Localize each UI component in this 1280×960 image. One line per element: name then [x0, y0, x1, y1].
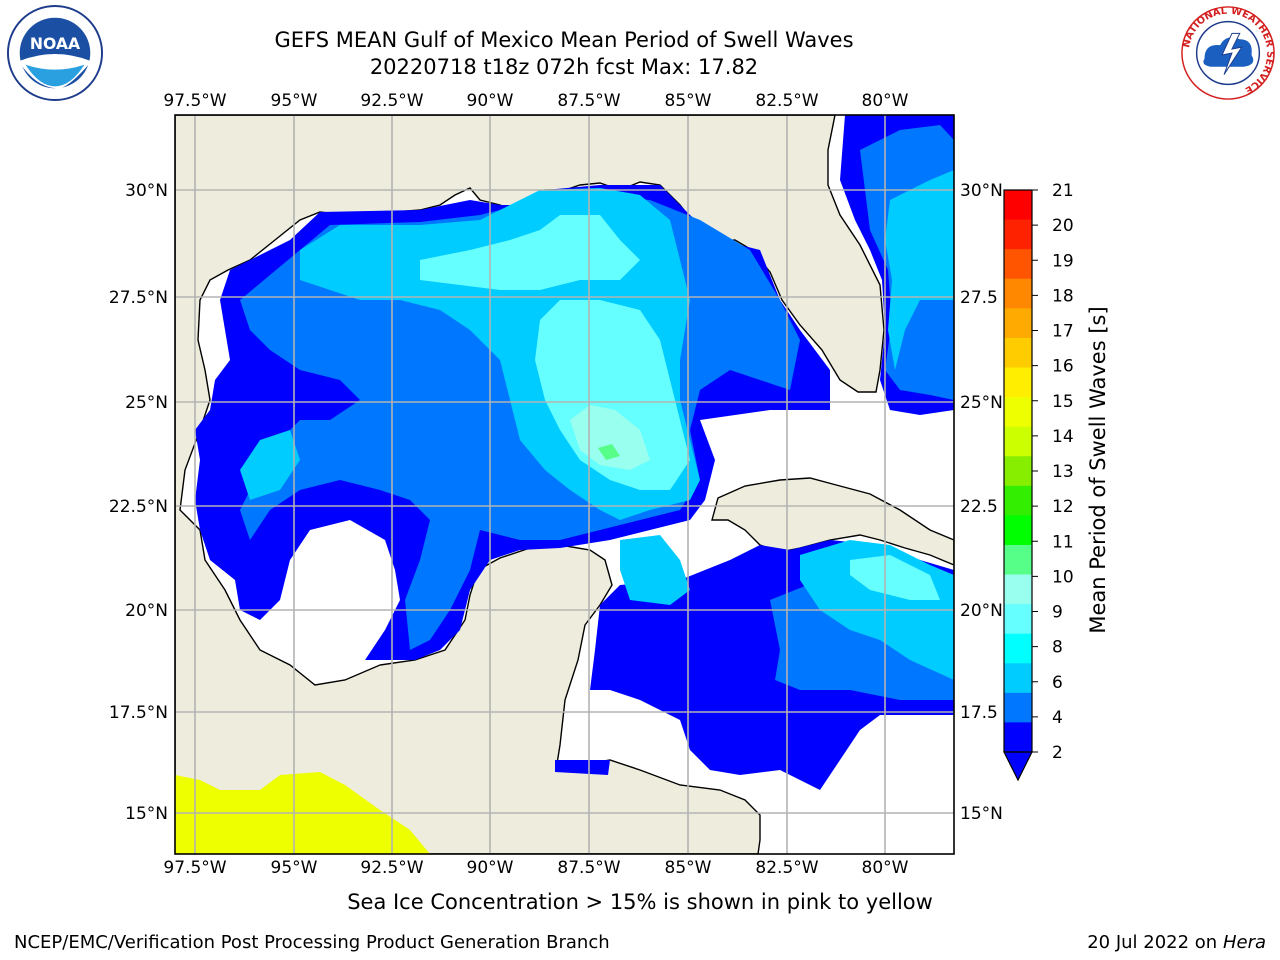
longitude-label: 87.5°W — [557, 91, 620, 111]
colorbar-tick-label: 19 — [1052, 251, 1074, 271]
colorbar-tick-label: 9 — [1052, 603, 1063, 623]
colorbar-tick-label: 12 — [1052, 497, 1074, 517]
longitude-labels-bottom: 97.5°W 95°W 92.5°W 90°W 87.5°W 85°W 82.5°W 80°W — [163, 858, 908, 878]
colorbar-tick-label: 8 — [1052, 638, 1063, 658]
colorbar-tick-label: 10 — [1052, 567, 1074, 587]
colorbar-tick-label: 2 — [1052, 743, 1063, 763]
colorbar-segment — [1004, 485, 1032, 516]
noaa-logo: NOAA — [6, 4, 104, 102]
longitude-label: 80°W — [862, 91, 909, 111]
latitude-labels-left: 30°N 27.5°N 25°N 22.5°N 20°N 17.5°N 15°N — [109, 181, 168, 824]
colorbar-tick-label: 20 — [1052, 216, 1074, 236]
longitude-label: 80°W — [862, 858, 909, 878]
colorbar-tick-label: 13 — [1052, 462, 1074, 482]
colorbar-tick-label: 6 — [1052, 673, 1063, 693]
contour-9-10s — [570, 405, 650, 470]
latitude-label: 15°N — [960, 804, 1003, 824]
colorbar-segment — [1004, 219, 1032, 250]
contour-6-8s-atlantic — [885, 170, 954, 370]
contour-8-9s-core — [535, 300, 690, 490]
land-north-america — [175, 115, 885, 854]
longitude-label: 90°W — [467, 858, 514, 878]
latitude-label: 22.5°N — [109, 497, 168, 517]
longitude-label: 95°W — [271, 91, 318, 111]
colorbar-tick-label: 14 — [1052, 427, 1074, 447]
latitude-label: 17.5°N — [109, 703, 168, 723]
latitude-label: 22.5 — [960, 497, 998, 517]
colorbar-segment — [1004, 515, 1032, 546]
colorbar: 2 4 6 8 9 10 11 12 13 14 15 16 17 18 19 20 21 — [1003, 181, 1074, 782]
colorbar-tick-label: 18 — [1052, 286, 1074, 306]
contour-2-4s-small — [555, 760, 610, 775]
colorbar-tick-label: 4 — [1052, 708, 1063, 728]
contour-10-11s — [598, 444, 620, 460]
colorbar-tick-label: 21 — [1052, 181, 1074, 201]
colorbar-label: Mean Period of Swell Waves [s] — [1086, 306, 1110, 634]
latitude-label: 17.5 — [960, 703, 998, 723]
colorbar-segment — [1004, 337, 1032, 368]
colorbar-segment — [1004, 544, 1032, 576]
longitude-label: 90°W — [467, 91, 514, 111]
latitude-label: 27.5 — [960, 288, 998, 308]
footer-credit: NCEP/EMC/Verification Post Processing Pr… — [14, 932, 610, 953]
longitude-label: 82.5°W — [755, 858, 818, 878]
colorbar-segment — [1004, 249, 1032, 280]
latitude-label: 30°N — [125, 181, 168, 201]
colorbar-segment — [1004, 456, 1032, 487]
longitude-labels-top: 97.5°W 95°W 92.5°W 90°W 87.5°W 85°W 82.5°W 80°W — [163, 91, 908, 111]
latitude-label: 25°N — [125, 393, 168, 413]
footer-date-text: 20 Jul 2022 on — [1087, 932, 1223, 953]
latitude-label: 20°N — [125, 601, 168, 621]
land-cuba — [711, 477, 954, 566]
longitude-label: 85°W — [665, 91, 712, 111]
longitude-label: 92.5°W — [360, 858, 423, 878]
colorbar-segment — [1004, 722, 1032, 753]
longitude-label: 87.5°W — [557, 858, 620, 878]
colorbar-tick-label: 11 — [1052, 532, 1074, 552]
colorbar-segment — [1004, 633, 1032, 664]
colorbar-segment — [1004, 604, 1032, 635]
nws-logo: NATIONAL WEATHER SERVICE — [1181, 6, 1275, 100]
longitude-label: 97.5°W — [163, 91, 226, 111]
longitude-label: 92.5°W — [360, 91, 423, 111]
contour-8-9s-north — [420, 215, 640, 290]
colorbar-segment — [1004, 367, 1032, 398]
noaa-logo-text: NOAA — [30, 34, 81, 53]
colorbar-segment — [1004, 426, 1032, 457]
latitude-label: 15°N — [125, 804, 168, 824]
latitude-label: 25°N — [960, 393, 1003, 413]
colorbar-segment — [1004, 574, 1032, 605]
colorbar-segment — [1004, 692, 1032, 723]
longitude-label: 82.5°W — [755, 91, 818, 111]
colorbar-tick-label: 16 — [1052, 357, 1074, 377]
colorbar-segment — [1004, 190, 1032, 221]
contour-6-8s-west — [240, 430, 300, 500]
sea-ice-caption: Sea Ice Concentration > 15% is shown in … — [347, 890, 933, 914]
footer-host: Hera — [1222, 932, 1266, 953]
chart-title: GEFS MEAN Gulf of Mexico Mean Period of … — [274, 28, 854, 52]
map-area — [175, 115, 954, 854]
colorbar-segment — [1004, 663, 1032, 694]
colorbar-extend-min — [1003, 751, 1033, 782]
latitude-label: 27.5°N — [109, 288, 168, 308]
contour-6-8s-yucatan — [620, 535, 690, 605]
latitude-label: 20°N — [960, 601, 1003, 621]
longitude-label: 95°W — [271, 858, 318, 878]
colorbar-tick-label: 17 — [1052, 322, 1074, 342]
latitude-labels-right: 30°N 27.5 25°N 22.5 20°N 17.5 15°N — [960, 181, 1003, 824]
colorbar-tick-label: 15 — [1052, 392, 1074, 412]
chart-subtitle: 20220718 t18z 072h fcst Max: 17.82 — [369, 55, 759, 79]
contour-8-9s-caribbean — [850, 555, 940, 600]
colorbar-segment — [1004, 397, 1032, 428]
longitude-label: 97.5°W — [163, 858, 226, 878]
latitude-label: 30°N — [960, 181, 1003, 201]
colorbar-segment — [1004, 308, 1032, 339]
map-gridlines — [175, 115, 954, 854]
map-frame — [174, 114, 955, 855]
footer-date: 20 Jul 2022 on Hera — [1087, 932, 1266, 953]
longitude-label: 85°W — [665, 858, 712, 878]
colorbar-segment — [1004, 278, 1032, 309]
